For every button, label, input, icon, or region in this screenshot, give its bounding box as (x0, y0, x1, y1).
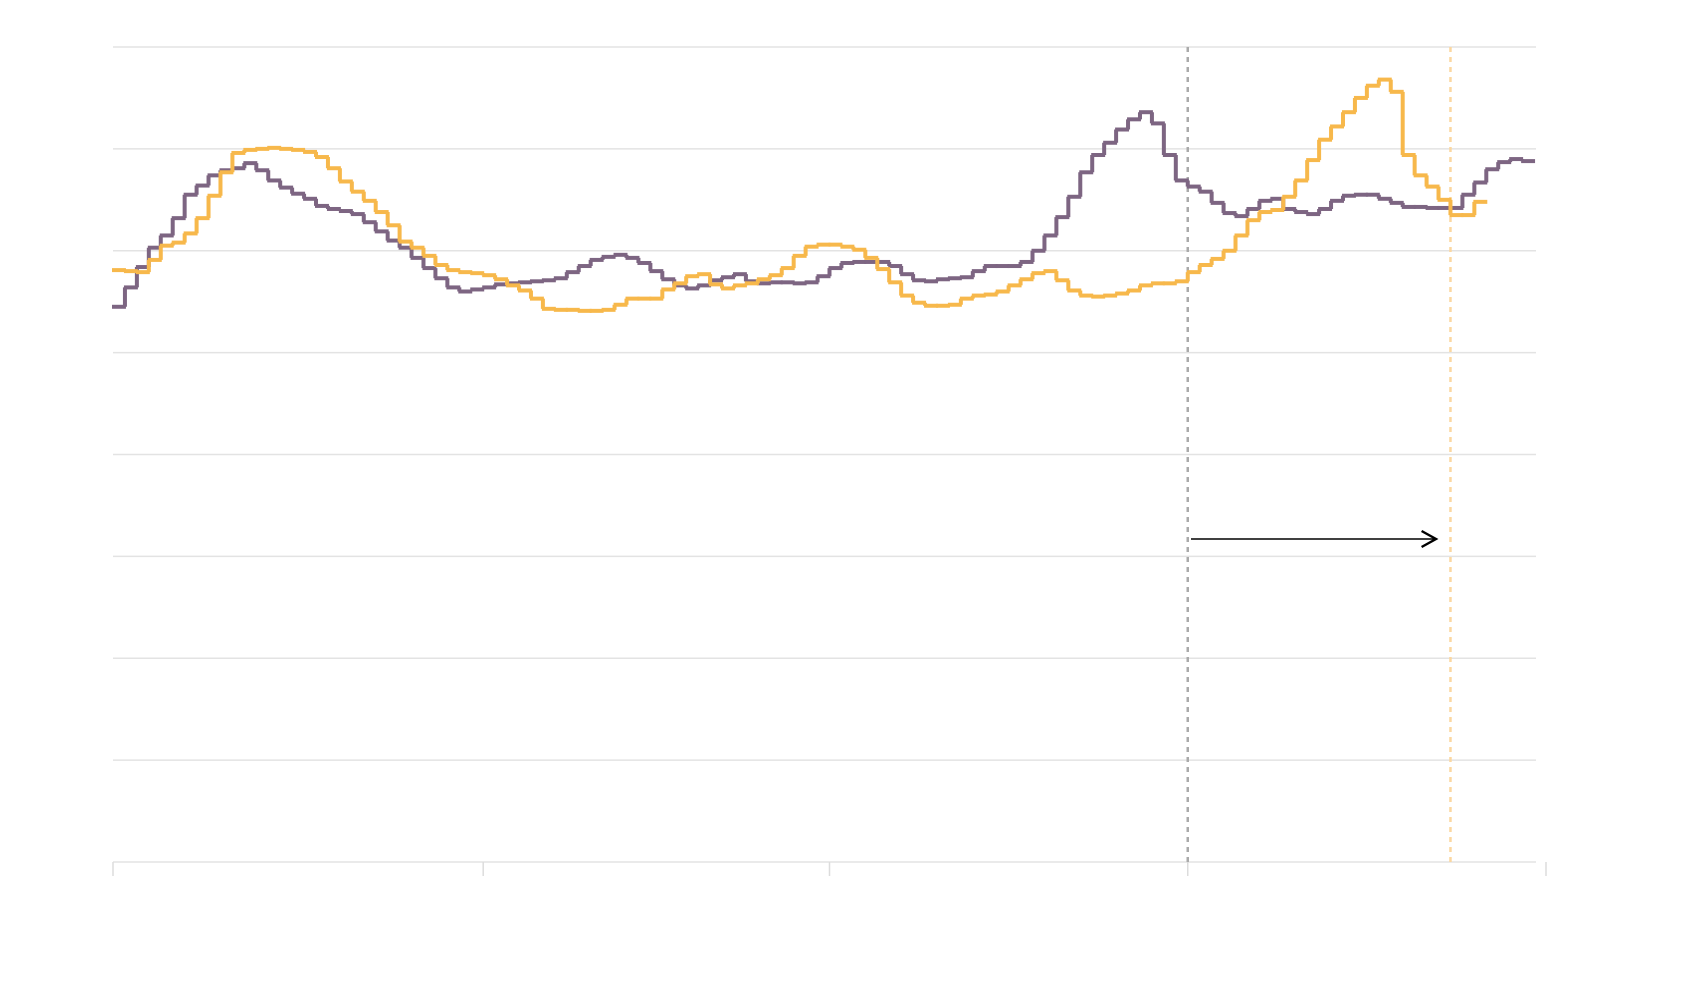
grid (112, 46, 1547, 876)
series (112, 77, 1488, 313)
step-riser (122, 79, 1477, 311)
series (112, 110, 1536, 309)
